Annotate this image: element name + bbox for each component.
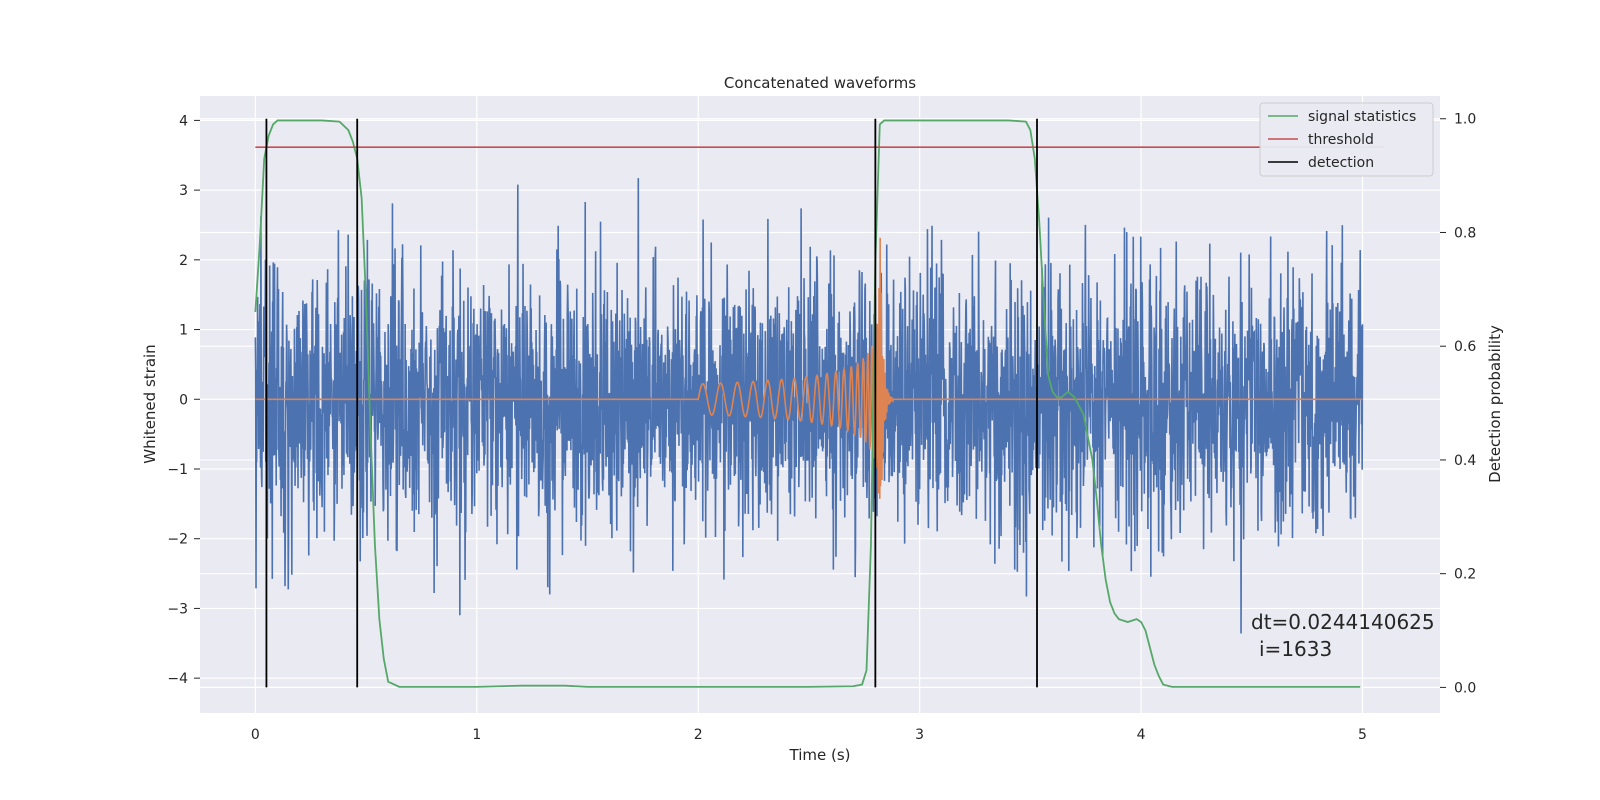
x-tick-label-1: 1: [472, 727, 481, 743]
y-tick-label-3: −1: [167, 462, 188, 478]
y-tick-label-6: 2: [179, 253, 188, 269]
x-tick-label-2: 2: [694, 727, 703, 743]
strain-series-line: [254, 178, 1364, 634]
y-tick-label-1: −3: [167, 601, 188, 617]
x-tick-label-4: 4: [1137, 727, 1146, 743]
y-tick-label-8: 4: [179, 113, 188, 129]
y-axis-label: Whitened strain: [141, 344, 159, 463]
template-series-line: [255, 237, 1363, 499]
legend-label-threshold: threshold: [1308, 132, 1374, 148]
y2-tick-label-1: 0.2: [1454, 567, 1476, 583]
x-axis-label: Time (s): [789, 746, 851, 764]
ticks: 0 1 2 3 4 5 −4 −3 −2 −1 0 1 2 3 4 0.0 0.2 0.4 0.6 0.8 1.0: [167, 112, 1476, 743]
signal-statistics-line: [254, 119, 1361, 688]
y-tick-label-7: 3: [179, 183, 188, 199]
y2-tick-label-3: 0.6: [1454, 339, 1476, 355]
legend-label-detection: detection: [1308, 155, 1374, 171]
y2-tick-label-2: 0.4: [1454, 453, 1476, 469]
legend-box: [1259, 102, 1434, 177]
y2-tick-label-4: 0.8: [1454, 225, 1476, 241]
y-tick-label-0: −4: [167, 671, 188, 687]
series-layer: [254, 118, 1385, 688]
y2-axis-label: Detection probability: [1486, 325, 1504, 483]
y2-tick-label-5: 1.0: [1454, 112, 1476, 128]
x-tick-label-0: 0: [251, 727, 260, 743]
annotation-i: i=1633: [1259, 637, 1332, 661]
x-tick-label-3: 3: [915, 727, 924, 743]
legend: signal statistics threshold detection: [1259, 102, 1434, 177]
y2-tick-label-0: 0.0: [1454, 680, 1476, 696]
annotation-dt: dt=0.0244140625: [1251, 610, 1435, 634]
chart-title: Concatenated waveforms: [724, 74, 916, 92]
y-tick-label-2: −2: [167, 532, 188, 548]
y-tick-label-5: 1: [179, 323, 188, 339]
y-tick-label-4: 0: [179, 392, 188, 408]
legend-label-signal-statistics: signal statistics: [1308, 109, 1416, 125]
x-tick-label-5: 5: [1358, 727, 1367, 743]
